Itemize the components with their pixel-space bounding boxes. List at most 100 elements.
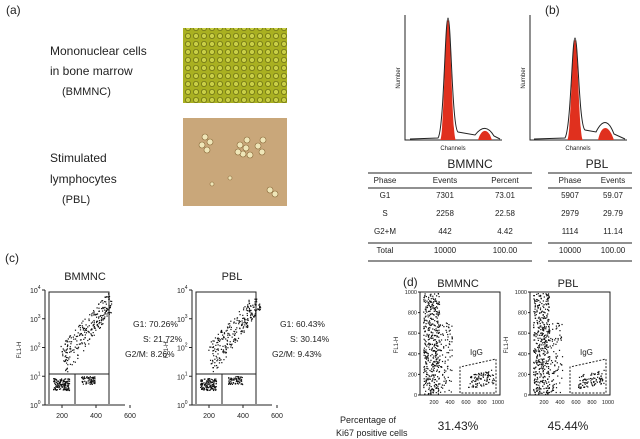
event-dot [228,382,230,385]
event-dot [443,384,445,386]
event-dot [215,364,218,367]
event-dot [234,331,236,333]
event-dot [545,303,547,305]
event-dot [547,387,549,390]
event-dot [555,328,557,330]
event-dot [245,322,247,324]
event-dot [209,389,211,391]
event-dot [492,383,494,385]
event-dot [534,393,536,396]
event-dot [424,357,426,359]
event-dot [593,380,595,383]
event-dot [83,376,85,379]
event-dot [425,323,427,325]
event-dot [438,310,440,312]
event-dot [423,301,425,303]
event-dot [433,307,435,309]
event-dot [547,303,549,305]
event-dot [547,313,549,315]
event-dot [66,388,68,391]
event-dot [57,385,59,387]
event-dot [429,348,431,351]
event-dot [599,381,601,383]
event-dot [540,298,542,300]
event-dot [61,350,63,353]
event-dot [547,298,549,300]
event-dot [230,382,233,384]
event-dot [474,380,476,383]
event-dot [451,355,453,357]
event-dot [226,326,229,328]
event-dot [434,339,436,341]
event-dot [64,343,66,345]
event-dot [537,346,539,349]
event-dot [558,349,561,351]
event-dot [559,391,561,394]
event-dot [445,381,447,383]
event-dot [427,357,430,359]
event-dot [425,301,427,303]
event-dot [486,377,488,379]
panel-label: (c) [5,251,19,265]
event-dot [440,343,442,345]
event-dot [542,385,544,387]
event-dot [244,306,246,308]
event-dot [218,338,220,340]
event-dot [600,378,602,380]
event-dot [207,382,209,384]
event-dot [98,307,100,309]
event-dot [220,329,223,332]
event-dot [248,309,251,311]
event-dot [443,326,445,328]
event-dot [488,374,491,377]
event-dot [68,380,71,382]
event-dot [90,333,92,335]
event-dot [436,343,438,345]
annotation: G2/M: 9.43% [272,349,322,359]
event-dot [436,326,439,328]
event-dot [432,378,434,380]
event-dot [479,378,481,380]
event-dot [247,319,249,322]
event-dot [429,324,431,327]
event-dot [542,338,544,340]
event-dot [432,302,434,304]
event-dot [445,329,447,331]
event-dot [548,297,550,299]
event-dot [67,344,69,346]
event-dot [443,371,446,374]
event-dot [546,363,548,365]
event-dot [234,376,237,378]
event-dot [224,346,227,348]
event-dot [93,334,95,336]
event-dot [218,362,221,364]
event-dot [72,336,74,338]
event-dot [101,317,103,319]
event-dot [435,300,437,302]
caption-line: (PBL) [62,194,90,206]
event-dot [98,321,101,324]
x-tick-label: 200 [539,400,548,406]
event-dot [65,382,67,384]
event-dot [436,311,438,313]
event-dot [486,383,488,385]
event-dot [541,311,543,313]
event-dot [433,376,435,378]
event-dot [81,342,83,344]
event-dot [603,382,605,384]
event-dot [555,356,557,358]
event-dot [427,329,429,331]
event-dot [537,305,539,307]
event-dot [424,351,426,353]
event-dot [228,326,230,328]
event-dot [93,323,95,325]
event-dot [82,378,85,380]
event-dot [483,374,485,376]
event-dot [259,307,261,309]
event-dot [425,315,427,317]
event-dot [546,322,548,324]
event-dot [64,380,66,383]
event-dot [243,322,245,324]
event-dot [537,307,540,309]
event-dot [545,304,548,306]
